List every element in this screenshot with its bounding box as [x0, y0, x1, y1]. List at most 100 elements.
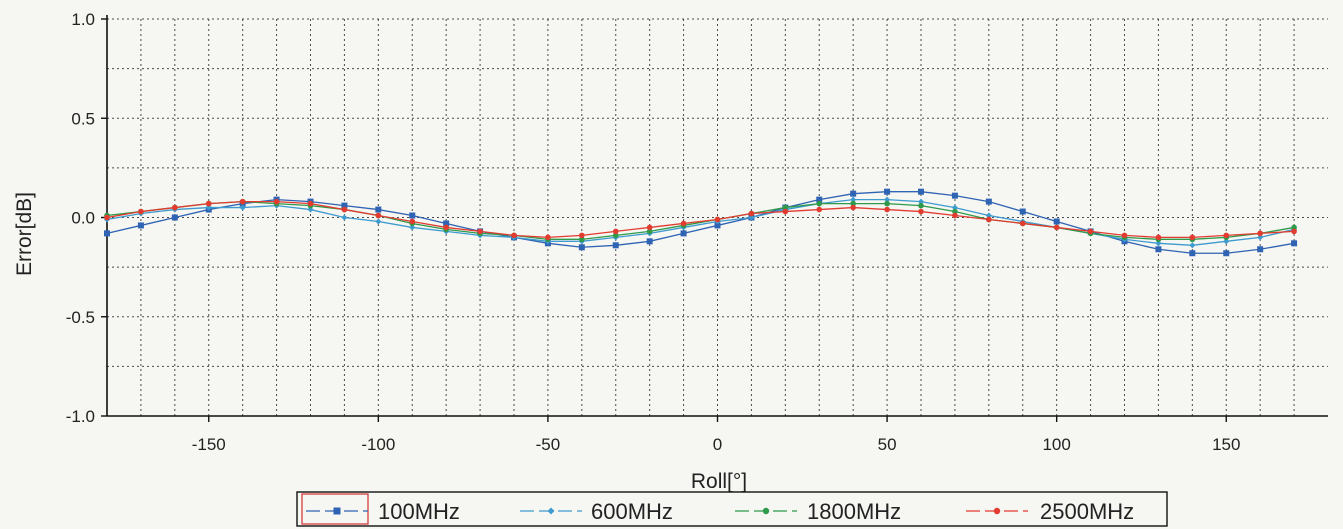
data-point — [986, 216, 992, 223]
data-point — [951, 192, 958, 199]
x-tick-label: -50 — [536, 435, 561, 454]
data-point — [782, 204, 789, 211]
data-point — [951, 204, 958, 211]
series-2500MHz — [104, 198, 1297, 241]
data-point — [952, 212, 958, 219]
data-point — [409, 218, 416, 225]
y-tick-label: 0.0 — [71, 209, 95, 228]
series-line — [106, 191, 1295, 254]
data-point — [375, 218, 382, 225]
legend-label: 1800MHz — [807, 499, 901, 524]
y-tick-label: -1.0 — [66, 407, 95, 426]
data-point — [375, 206, 382, 213]
data-point — [918, 208, 924, 215]
data-point — [104, 214, 110, 221]
legend-marker — [762, 507, 770, 515]
data-point — [884, 200, 890, 207]
data-point — [341, 202, 348, 209]
data-point — [578, 244, 585, 251]
data-point — [612, 242, 619, 249]
legend-label: 600MHz — [591, 499, 673, 524]
data-point — [409, 212, 416, 219]
x-tick-label: 150 — [1212, 435, 1240, 454]
data-point — [612, 232, 619, 239]
data-point — [341, 214, 348, 221]
data-point — [1223, 250, 1230, 257]
y-tick-label: 1.0 — [71, 10, 95, 29]
data-point — [748, 210, 755, 217]
data-point — [918, 188, 924, 195]
data-point — [1087, 228, 1094, 235]
data-point — [1155, 234, 1162, 241]
data-point — [477, 228, 483, 235]
data-point — [443, 220, 450, 227]
y-tick-label: 0.5 — [71, 109, 95, 128]
data-point — [1257, 246, 1264, 253]
x-tick-label: 100 — [1042, 435, 1070, 454]
data-point — [104, 230, 110, 237]
data-point — [985, 198, 992, 205]
data-point — [239, 204, 246, 211]
legend-label: 100MHz — [378, 499, 460, 524]
series-line — [106, 200, 1295, 239]
y-axis-title: Error[dB] — [13, 192, 36, 276]
data-point — [511, 232, 517, 239]
data-point — [579, 232, 585, 239]
legend-item-600MHz: 600MHz — [520, 499, 673, 524]
data-point — [1189, 242, 1196, 249]
series-line — [106, 200, 1295, 240]
data-point — [1053, 224, 1060, 231]
data-point — [1019, 208, 1026, 215]
data-point — [1155, 246, 1162, 253]
legend-marker — [547, 507, 555, 515]
data-point — [952, 208, 958, 215]
legend-marker — [333, 507, 341, 515]
data-point — [782, 208, 789, 215]
legend: 100MHz 600MHz 1800MHz 2500MHz — [296, 491, 1168, 527]
data-point — [1223, 232, 1230, 239]
data-point — [884, 206, 890, 213]
grid-lines — [107, 18, 1328, 416]
data-point — [307, 206, 314, 213]
legend-box — [296, 491, 1168, 527]
data-point — [850, 200, 856, 207]
data-point — [918, 202, 924, 209]
data-point — [375, 212, 382, 219]
data-point — [985, 212, 992, 219]
data-point — [646, 228, 653, 235]
x-axis-title: Roll[°] — [691, 470, 747, 493]
x-tick-label: -150 — [192, 435, 226, 454]
x-tick-label: 0 — [713, 435, 722, 454]
data-point — [341, 206, 348, 213]
data-point — [646, 238, 653, 245]
y-tick-label: -0.5 — [66, 308, 95, 327]
data-point — [1019, 220, 1026, 227]
y-tick-labels: 1.0 0.5 0.0 -0.5 -1.0 — [66, 10, 95, 426]
x-tick-labels: -150 -100 -50 0 50 100 150 — [192, 435, 1241, 454]
data-point — [1189, 250, 1196, 257]
data-point — [816, 196, 823, 203]
data-point — [205, 200, 212, 207]
data-point — [714, 216, 721, 223]
data-point — [748, 214, 755, 221]
data-point — [1291, 224, 1297, 231]
data-point — [1053, 218, 1060, 225]
legend-marker — [993, 507, 1001, 515]
data-point — [307, 200, 314, 207]
legend-item-100MHz: 100MHz — [306, 499, 460, 524]
data-point — [579, 236, 585, 243]
legend-label: 2500MHz — [1040, 499, 1134, 524]
data-point — [884, 196, 891, 203]
data-point — [1291, 228, 1297, 235]
data-point — [1291, 240, 1298, 247]
data-point — [443, 224, 449, 231]
data-point — [172, 204, 178, 211]
data-point — [714, 222, 721, 229]
data-point — [171, 214, 178, 221]
data-point — [646, 224, 653, 231]
data-point — [205, 204, 212, 211]
data-point — [612, 228, 619, 235]
data-point — [409, 224, 416, 231]
